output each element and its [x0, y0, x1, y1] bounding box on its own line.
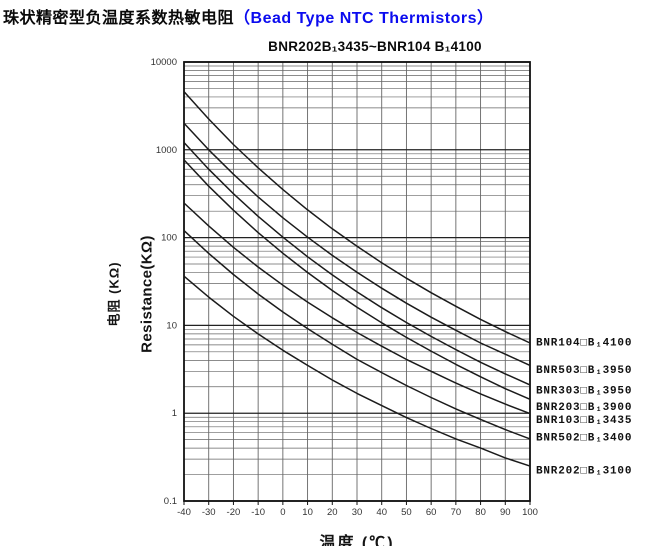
y-tick-label: 1 — [172, 408, 177, 419]
page-heading-chinese: 珠状精密型负温度系数热敏电阻 — [3, 8, 235, 27]
x-tick-label: 90 — [500, 507, 511, 518]
y-tick-label: 100 — [161, 233, 177, 244]
series-label: BNR303□B₁3950 — [536, 385, 632, 397]
x-tick-label: -10 — [251, 507, 265, 518]
rt-curve — [183, 122, 531, 367]
x-tick-label: 0 — [280, 507, 285, 518]
rt-curve — [183, 141, 531, 386]
plot-border — [183, 61, 531, 502]
series-label: BNR103□B₁3435 — [536, 415, 632, 427]
x-tick-label: 70 — [451, 507, 462, 518]
series-label: BNR202□B₁3100 — [536, 466, 632, 478]
y-tick-label: 10 — [166, 320, 177, 331]
chart-title: BNR202B₁3435~BNR104 B₁4100 — [268, 39, 482, 54]
series-label: BNR203□B₁3900 — [536, 402, 632, 414]
x-tick-label: 30 — [352, 507, 363, 518]
page-heading-english: （Bead Type NTC Thermistors） — [234, 10, 494, 27]
rt-curve — [183, 230, 531, 440]
y-tick-label: 0.1 — [164, 496, 177, 507]
x-tick-label: -30 — [202, 507, 216, 518]
series-label: BNR503□B₁3950 — [536, 365, 632, 377]
x-tick-label: 20 — [327, 507, 338, 518]
series-label: BNR502□B₁3400 — [536, 432, 632, 444]
x-tick-label: 50 — [401, 507, 412, 518]
x-tick-label: 100 — [522, 507, 538, 518]
y-tick-label: 10000 — [151, 57, 177, 68]
rt-curve — [183, 91, 531, 344]
rt-curve — [183, 202, 531, 415]
x-tick-label: 10 — [302, 507, 313, 518]
x-tick-label: 40 — [376, 507, 387, 518]
x-tick-label: 80 — [475, 507, 486, 518]
page-heading: 珠状精密型负温度系数热敏电阻（Bead Type NTC Thermistors… — [3, 4, 494, 28]
x-tick-label: -20 — [227, 507, 241, 518]
x-tick-label: -40 — [177, 507, 191, 518]
x-tick-label: 60 — [426, 507, 437, 518]
y-tick-label: 1000 — [156, 145, 177, 156]
x-axis-label: 温度 (℃) — [319, 535, 395, 546]
series-label: BNR104□B₁4100 — [536, 338, 632, 350]
rt-curve — [183, 275, 531, 467]
rt-curve — [183, 159, 531, 400]
